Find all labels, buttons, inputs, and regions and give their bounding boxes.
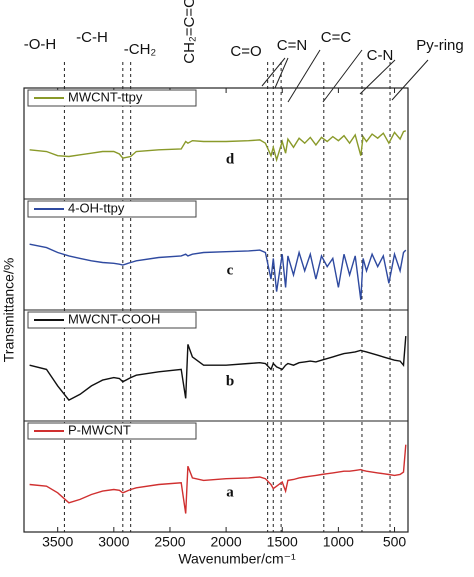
legend-box [27, 200, 197, 218]
x-tick-label: 2000 [211, 534, 242, 550]
x-tick-label: 1000 [323, 534, 354, 550]
x-tick-label: 3500 [42, 534, 73, 550]
legend: P-MWCNT [27, 422, 197, 440]
panel-letter: b [226, 374, 234, 390]
legend-label: MWCNT-COOH [68, 311, 160, 326]
annotation: -C-H [76, 29, 108, 46]
annotation: C=N [277, 37, 307, 54]
panel-letter: c [227, 263, 234, 279]
legend-label: MWCNT-ttpy [68, 89, 143, 104]
y-axis-label: Transmittance/% [1, 258, 17, 363]
annotation: Py-ring [416, 37, 464, 54]
x-axis-label: Wavenumber/cm⁻¹ [178, 551, 296, 567]
arrows [261, 49, 429, 103]
legend-label: 4-OH-ttpy [68, 200, 125, 215]
annotation: -CH₂ [124, 41, 157, 58]
legend: 4-OH-ttpy [27, 200, 197, 218]
annotation: C=O [230, 43, 261, 60]
x-tick-label: 1500 [267, 534, 298, 550]
legend: MWCNT-ttpy [27, 89, 197, 107]
annotation: -O-H [24, 36, 57, 53]
x-tick-label: 3000 [98, 534, 129, 550]
annotation: CH₂=C=O [181, 0, 198, 64]
spectrum-line [29, 444, 407, 514]
legend-box [27, 422, 197, 440]
panel-letter: a [226, 485, 234, 501]
legend-box [27, 89, 197, 107]
spectrum-line [29, 243, 407, 300]
legend-label: P-MWCNT [68, 422, 131, 437]
legend: MWCNT-COOH [27, 311, 197, 329]
legend-box [27, 311, 197, 329]
panel-letter: d [226, 152, 235, 168]
x-tick-label: 2500 [154, 534, 185, 550]
annotation: C=C [321, 29, 352, 46]
spectrum-line [29, 130, 407, 163]
annotation: C-N [367, 47, 394, 64]
spectrum-line [29, 336, 407, 401]
x-tick-label: 500 [383, 534, 407, 550]
